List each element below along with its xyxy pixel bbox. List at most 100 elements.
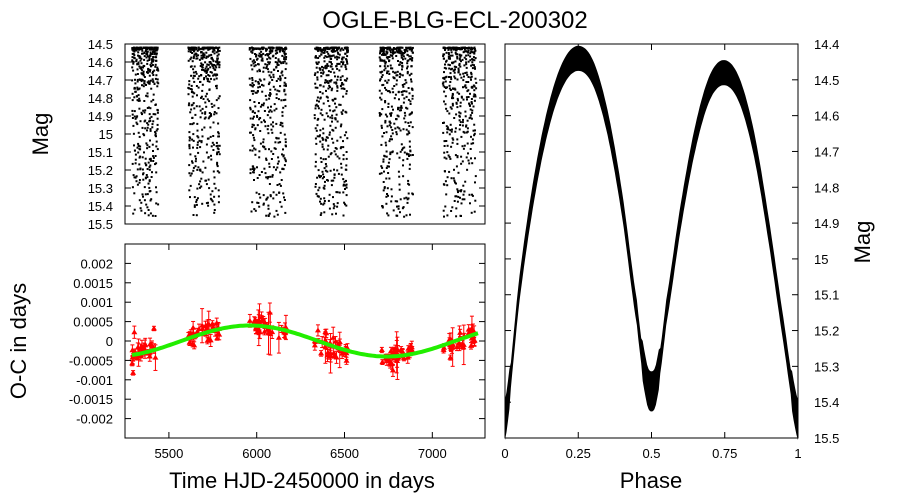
lightcurve-point xyxy=(406,157,409,160)
lightcurve-point xyxy=(148,56,151,59)
lightcurve-point xyxy=(151,53,154,55)
lightcurve-point xyxy=(472,105,475,108)
lightcurve-point xyxy=(253,47,256,50)
lightcurve-point xyxy=(339,103,342,106)
lightcurve-point xyxy=(346,55,349,58)
lightcurve-point xyxy=(446,126,449,129)
lightcurve-point xyxy=(143,58,146,61)
lightcurve-point xyxy=(321,145,324,148)
lightcurve-point xyxy=(328,105,331,108)
lightcurve-point xyxy=(142,64,145,67)
lightcurve-point xyxy=(396,126,399,129)
lightcurve-point xyxy=(390,105,393,108)
lightcurve-point xyxy=(133,115,136,118)
lightcurve-point xyxy=(202,52,205,55)
lightcurve-point xyxy=(463,144,466,147)
lightcurve-point xyxy=(450,48,453,51)
lightcurve-point xyxy=(275,209,278,212)
oc-point xyxy=(194,328,201,334)
lightcurve-point xyxy=(156,78,159,81)
lightcurve-point xyxy=(146,107,149,109)
lightcurve-point xyxy=(471,61,474,64)
lightcurve-point xyxy=(326,148,329,151)
lightcurve-point xyxy=(262,104,265,107)
lightcurve-point xyxy=(401,84,404,86)
lightcurve-point xyxy=(327,87,330,90)
lightcurve-point xyxy=(411,51,414,54)
lightcurve-point xyxy=(191,123,194,126)
lightcurve-point xyxy=(143,55,146,58)
lightcurve-point xyxy=(457,191,459,194)
lightcurve-point xyxy=(326,65,329,67)
lightcurve-point xyxy=(270,158,273,160)
lightcurve-point xyxy=(256,116,259,118)
lightcurve-point xyxy=(136,73,139,75)
lightcurve-point xyxy=(408,132,411,135)
lightcurve-point xyxy=(315,48,318,51)
lightcurve-point xyxy=(446,214,449,217)
lightcurve-point xyxy=(190,84,193,87)
lightcurve-point xyxy=(458,64,461,67)
phased-xtick-label: 0.75 xyxy=(712,446,737,461)
oc-point xyxy=(190,329,197,335)
lightcurve-point xyxy=(277,70,279,72)
lightcurve-point xyxy=(388,73,391,75)
lightcurve-point xyxy=(379,52,381,55)
lightcurve-point xyxy=(195,53,198,55)
lightcurve-point xyxy=(465,86,468,89)
lightcurve-point xyxy=(391,87,394,90)
lightcurve-point xyxy=(313,114,316,117)
lightcurve-point xyxy=(315,129,318,132)
lightcurve-point xyxy=(146,81,149,84)
lightcurve-point xyxy=(281,114,284,117)
lightcurve-point xyxy=(316,124,319,127)
lightcurve-point xyxy=(210,154,212,157)
lightcurve-point xyxy=(143,151,145,154)
lightcurve-ytick-label: 15.4 xyxy=(88,199,113,214)
lightcurve-point xyxy=(319,49,322,52)
lightcurve-point xyxy=(390,200,393,203)
lightcurve-point xyxy=(275,65,278,68)
lightcurve-point xyxy=(265,98,268,101)
lightcurve-point xyxy=(320,71,323,74)
lightcurve-point xyxy=(382,48,385,51)
lightcurve-point xyxy=(473,210,476,213)
lightcurve-point xyxy=(314,183,317,185)
lightcurve-point xyxy=(261,83,263,86)
lightcurve-point xyxy=(336,51,339,54)
lightcurve-point xyxy=(316,78,319,81)
lightcurve-point xyxy=(136,46,139,49)
lightcurve-point xyxy=(475,81,478,84)
lightcurve-point xyxy=(316,135,319,138)
lightcurve-point xyxy=(137,51,140,54)
lightcurve-point xyxy=(152,56,155,58)
lightcurve-ytick-label: 14.6 xyxy=(88,55,113,70)
lightcurve-point xyxy=(253,167,256,170)
lightcurve-point xyxy=(325,55,328,58)
lightcurve-point xyxy=(142,195,144,198)
lightcurve-point xyxy=(139,145,142,148)
lightcurve-point xyxy=(212,143,215,146)
lightcurve-point xyxy=(336,78,339,81)
lightcurve-point xyxy=(327,74,330,77)
lightcurve-point xyxy=(201,135,204,138)
lightcurve-point xyxy=(379,65,382,68)
lightcurve-point xyxy=(211,64,214,67)
lightcurve-point xyxy=(469,55,472,58)
lightcurve-point xyxy=(147,214,150,217)
lightcurve-point xyxy=(253,208,256,211)
lightcurve-point xyxy=(207,117,210,120)
phased-xtick-label: 0.25 xyxy=(566,446,591,461)
lightcurve-point xyxy=(449,157,452,160)
lightcurve-point xyxy=(330,50,333,52)
lightcurve-point xyxy=(466,119,469,122)
lightcurve-point xyxy=(155,129,158,132)
lightcurve-point xyxy=(398,175,401,178)
lightcurve-point xyxy=(253,147,256,150)
lightcurve-point xyxy=(192,71,195,74)
lightcurve-point xyxy=(448,112,451,115)
lightcurve-point xyxy=(272,125,275,128)
lightcurve-point xyxy=(198,105,201,108)
lightcurve-point xyxy=(324,49,327,51)
lightcurve-point xyxy=(145,174,148,176)
